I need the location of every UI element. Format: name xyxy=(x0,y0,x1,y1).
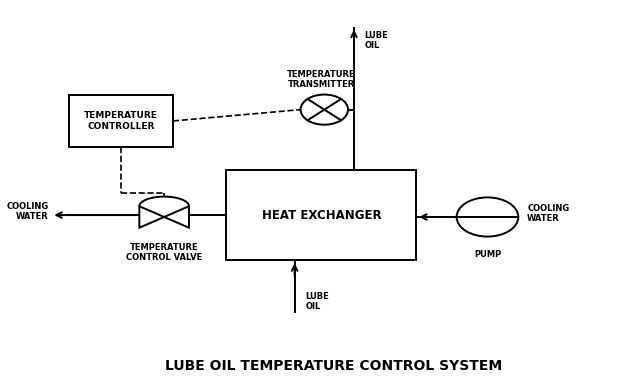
Circle shape xyxy=(456,198,519,236)
Polygon shape xyxy=(139,206,164,228)
Polygon shape xyxy=(164,206,189,228)
Text: LUBE
OIL: LUBE OIL xyxy=(365,30,389,50)
Text: LUBE OIL TEMPERATURE CONTROL SYSTEM: LUBE OIL TEMPERATURE CONTROL SYSTEM xyxy=(165,359,501,373)
Bar xyxy=(226,170,417,260)
Text: LUBE
OIL: LUBE OIL xyxy=(306,292,329,311)
Text: TEMPERATURE
TRANSMITTER: TEMPERATURE TRANSMITTER xyxy=(287,70,356,89)
Text: COOLING
WATER: COOLING WATER xyxy=(527,204,569,223)
Text: HEAT EXCHANGER: HEAT EXCHANGER xyxy=(262,209,381,222)
Bar xyxy=(69,95,173,147)
Text: COOLING
WATER: COOLING WATER xyxy=(6,202,48,221)
Text: TEMPERATURE
CONTROLLER: TEMPERATURE CONTROLLER xyxy=(84,111,158,131)
Text: PUMP: PUMP xyxy=(474,250,501,259)
Circle shape xyxy=(301,95,348,125)
Text: TEMPERATURE
CONTROL VALVE: TEMPERATURE CONTROL VALVE xyxy=(126,243,202,262)
